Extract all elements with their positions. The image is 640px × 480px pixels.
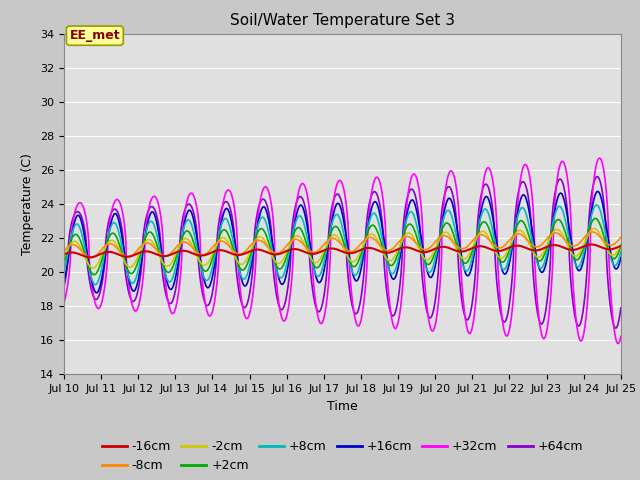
+16cm [274, 271, 282, 276]
-8cm [157, 251, 164, 257]
+32cm [546, 303, 554, 309]
-2cm [124, 263, 132, 269]
+64cm [593, 174, 601, 180]
+16cm [157, 242, 164, 248]
-8cm [87, 255, 95, 261]
-2cm [606, 252, 614, 257]
-16cm [546, 243, 554, 249]
+16cm [124, 270, 132, 276]
+32cm [298, 181, 305, 187]
+8cm [124, 271, 132, 276]
Line: +64cm: +64cm [64, 177, 621, 328]
-8cm [606, 242, 614, 248]
+2cm [546, 233, 554, 239]
-8cm [589, 229, 596, 235]
+8cm [60, 270, 68, 276]
+2cm [591, 216, 599, 221]
+64cm [60, 284, 68, 289]
-16cm [60, 252, 68, 257]
+2cm [298, 228, 306, 234]
+2cm [606, 252, 614, 258]
+2cm [90, 272, 98, 277]
+64cm [274, 298, 282, 303]
-8cm [274, 251, 282, 256]
+8cm [298, 215, 306, 221]
+8cm [617, 249, 625, 255]
+32cm [606, 279, 614, 285]
+32cm [124, 271, 131, 277]
+32cm [614, 341, 622, 347]
+2cm [274, 265, 282, 271]
-2cm [89, 265, 97, 271]
+8cm [606, 253, 614, 259]
-16cm [274, 252, 282, 257]
+8cm [157, 251, 164, 256]
+32cm [60, 300, 68, 305]
-16cm [157, 253, 164, 259]
+64cm [298, 194, 305, 200]
-16cm [606, 246, 614, 252]
Line: +32cm: +32cm [64, 158, 621, 344]
+32cm [157, 212, 164, 218]
+32cm [617, 334, 625, 339]
+2cm [60, 260, 68, 266]
+8cm [593, 202, 600, 208]
Title: Soil/Water Temperature Set 3: Soil/Water Temperature Set 3 [230, 13, 455, 28]
+2cm [157, 254, 164, 260]
+8cm [274, 270, 282, 276]
Line: +8cm: +8cm [64, 205, 621, 285]
+2cm [617, 243, 625, 249]
-2cm [298, 237, 306, 242]
+8cm [546, 235, 554, 240]
Line: -8cm: -8cm [64, 232, 621, 258]
-2cm [617, 241, 625, 247]
-16cm [617, 243, 625, 249]
Line: -16cm: -16cm [64, 244, 621, 257]
+64cm [606, 301, 614, 307]
+32cm [274, 290, 282, 296]
X-axis label: Time: Time [327, 400, 358, 413]
Line: +16cm: +16cm [64, 192, 621, 293]
Line: -2cm: -2cm [64, 228, 621, 268]
+64cm [157, 239, 164, 245]
Legend: -16cm, -8cm, -2cm, +2cm, +8cm, +16cm, +32cm, +64cm: -16cm, -8cm, -2cm, +2cm, +8cm, +16cm, +3… [97, 435, 588, 477]
-16cm [588, 241, 595, 247]
-16cm [124, 254, 132, 260]
Y-axis label: Temperature (C): Temperature (C) [22, 153, 35, 255]
+64cm [546, 267, 554, 273]
+16cm [617, 255, 625, 261]
Text: EE_met: EE_met [70, 29, 120, 42]
-2cm [274, 261, 282, 266]
Line: +2cm: +2cm [64, 218, 621, 275]
-8cm [546, 233, 554, 239]
+16cm [60, 280, 68, 286]
-8cm [298, 240, 306, 246]
+16cm [606, 248, 614, 253]
+32cm [596, 155, 604, 161]
-8cm [124, 254, 132, 260]
-16cm [298, 248, 306, 253]
+64cm [124, 284, 131, 289]
+16cm [298, 203, 306, 209]
-2cm [157, 256, 164, 262]
-2cm [591, 226, 598, 231]
+16cm [594, 189, 602, 194]
-2cm [546, 235, 554, 241]
-8cm [617, 235, 625, 240]
+64cm [617, 305, 625, 311]
+64cm [612, 325, 620, 331]
+16cm [546, 238, 554, 244]
+8cm [92, 282, 99, 288]
+16cm [93, 290, 100, 296]
-2cm [60, 255, 68, 261]
-16cm [86, 254, 93, 260]
-8cm [60, 248, 68, 254]
+2cm [124, 267, 132, 273]
